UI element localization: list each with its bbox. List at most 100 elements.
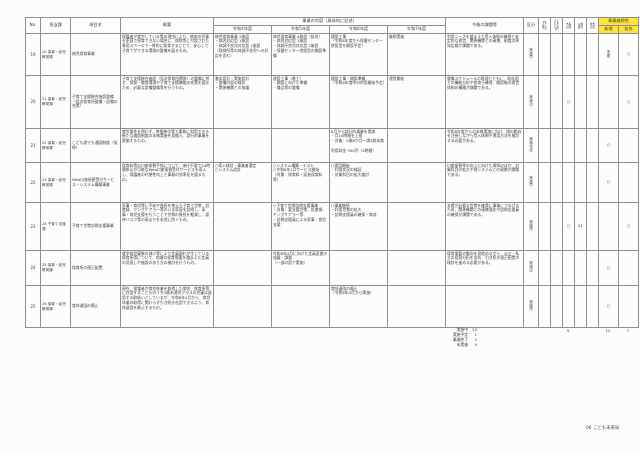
cell-mark-expand: ○ (618, 202, 640, 251)
cell-year-r4: ○導入検討・事業者選定 ○システム設計 (213, 162, 272, 203)
cell-mark-r5-done (538, 33, 552, 76)
cell-mark-new (598, 75, 620, 129)
cell-mark-mayor-pledge: ○ (562, 75, 576, 129)
cell-no: 25 (25, 285, 41, 328)
cell-mark-pledge-number (574, 162, 588, 203)
col-header-year-r7: 令和7年度 (386, 25, 447, 34)
cell-department: 22 保育・幼児教育課 (40, 128, 71, 163)
cell-no: 19 (25, 33, 41, 76)
cell-project-name: 保育所の適正配置 (70, 250, 121, 286)
summary-row: 事業終了 2 (446, 336, 477, 343)
cell-mark-mayor-pledge (562, 33, 576, 76)
cell-mark-expand (618, 250, 640, 286)
cell-mark-sogo-keikaku (586, 33, 600, 76)
cell-department: 25 保育・幼児教育課 (40, 250, 71, 286)
cell-mark-new: ○ (598, 128, 620, 163)
total-expand: 7 (626, 328, 630, 333)
cell-mark-new: ○ (598, 250, 620, 286)
cell-year-r6: ○運用開始 ・利用状況の検証 ・対象科目の拡大検討 (329, 162, 388, 203)
table-row: 23 24 子育て支援課 子育て世帯訪問支援事業 家事・育児等に不安や負担を抱えた子育… (25, 202, 640, 251)
table-row: 24 25 保育・幼児教育課 保育所の適正配置 就学前児童数の減少等により定員割れが生… (25, 250, 640, 286)
cell-year-r6: ○事業継続 ・利用世帯の拡大 ・訪問支援員の確保・育成 (329, 202, 388, 251)
col-header-year-r5: 令和5年度 (271, 25, 330, 34)
cell-mark-kodomo-mannaka (550, 202, 564, 251)
summary-row: 未実施 0 (446, 341, 477, 348)
cell-year-r4 (213, 128, 272, 163)
cell-year-r7 (386, 250, 447, 286)
cell-summary: 保育料等の口座振替手続について、来庁不要で24時間申込が可能なWeb口座振替受付… (120, 162, 214, 203)
cell-year-r5: ○システム構築・テスト ○令和6年1月サービス開始 （対象：保育料・延長保育料 … (271, 162, 330, 203)
col-header-department: 担当課 (40, 17, 71, 34)
total-mayor-pledge: 9 (566, 328, 570, 333)
cell-year-r6 (329, 250, 388, 286)
cell-year-r4 (213, 250, 272, 286)
cell-mark-expand: ○ (618, 33, 640, 76)
cell-project-name: 子育て支援総合施設整備（見次保育所整備・設備の充実） (70, 75, 121, 129)
col-header-content-group: 事業の内容（具体的に記述） (212, 17, 447, 26)
col-header-year-r6: 令和6年度 (329, 25, 388, 34)
summary-row: 実施予定 1 (446, 332, 477, 338)
cell-year-r4 (213, 202, 272, 251)
cell-year-r7: 継続実施 (386, 33, 447, 76)
col-header-r5-complete: R5 完了 予定 (538, 17, 552, 34)
cell-mark-r5-done (538, 162, 552, 203)
cell-year-r4: 病児保育事業 2施設 ・病児対応型 1施設 ・体調不良児対応型 1施設 （保育所… (213, 33, 272, 76)
total-new: 12 (605, 328, 611, 333)
cell-summary: 就労要件を問わず、時間単位等で柔軟に利用できる新たな通園制度の本格実施を見据え、… (120, 128, 214, 163)
cell-year-r6: 6月から試行的事業を実施 ・月10時間を上限 ・対象：0歳6か月〜満3歳未満 利… (329, 128, 388, 163)
table-body: 19 20 保育・幼児教育課 病児保育事業 保護者が就労している等の理由により、病気の… (25, 33, 640, 328)
cell-mark-kodomo-mannaka (550, 250, 564, 286)
col-header-expand: 拡充 (618, 25, 640, 34)
cell-no: 23 (25, 202, 41, 251)
col-header-year-r4: 令和4年度 (213, 25, 272, 34)
cell-year-r5: ○子育て世帯訪問支援事業 ・対象：要支援世帯、妊産婦、ヤングケアラー等 ・訪問支… (271, 202, 330, 251)
cell-mark-new (598, 202, 620, 251)
cell-mark-mayor-pledge (562, 285, 576, 328)
cell-mark-r5-done (538, 202, 552, 251)
cell-mark-sogo-keikaku (586, 75, 600, 129)
table-row: 21 22 保育・幼児教育課 こども誰でも通園制度（仮称） 就労要件を問わず、時間単位… (25, 128, 640, 163)
summary-label: 未実施 (456, 341, 468, 347)
cell-mark-expand (618, 285, 640, 328)
cell-year-r5: 病児保育事業 4施設（拡充） ・病児対応型 2施設 ・体調不良児対応型 2施設 … (271, 33, 330, 76)
cell-mark-mayor-pledge: ○ (562, 202, 576, 251)
projects-table: No. 担当課 項目名 概要 事業の内容（具体的に記述） 今後の課題等 区分 R… (25, 17, 640, 328)
summary-row: 実施中 20 (446, 327, 477, 333)
cell-year-r7: 運営開始 (386, 75, 447, 129)
cell-project-name: 病児保育事業 (70, 33, 121, 76)
cell-project-name: 育休退園の廃止 (70, 285, 121, 328)
col-header-sogo-keikaku: 総合 計画 (586, 17, 600, 34)
cell-no: 20 (25, 75, 41, 129)
cell-year-r7 (386, 202, 447, 251)
cell-mark-pledge-number (574, 33, 588, 76)
cell-mark-expand (618, 162, 640, 203)
cell-mark-pledge-number (574, 128, 588, 163)
cell-mark-mayor-pledge (562, 250, 576, 286)
cell-issues: 令和8年度からの本格実施に向け、国の動向を注視しながら受入体制や運用方法を検討す… (445, 128, 525, 163)
cell-mark-kodomo-mannaka (550, 33, 564, 76)
cell-mark-r5-done (538, 285, 552, 328)
summary-label: 事業終了 (452, 336, 468, 342)
cell-mark-r5-done (538, 128, 552, 163)
cell-year-r6: 育休退園の廃止 （令和6年4月から実施） (329, 285, 388, 328)
cell-mark-sogo-keikaku (586, 250, 600, 286)
cell-mark-mayor-pledge (562, 128, 576, 163)
cell-status: 実 施 予 定 (523, 128, 540, 163)
cell-mark-kodomo-mannaka (550, 162, 564, 203)
cell-mark-new: ○ (598, 162, 620, 203)
col-header-new: 新規 (598, 25, 620, 34)
cell-no: 21 (25, 128, 41, 163)
cell-year-r5: 建設工事（着工） ・開設に向けた準備 ・備品等の整備 (271, 75, 330, 129)
table-header: No. 担当課 項目名 概要 事業の内容（具体的に記述） 今後の課題等 区分 R… (25, 17, 640, 34)
cell-year-r5: 令和6年4月に向けた定員変更の協議・調整 （一部の園で実施） (271, 250, 330, 286)
cell-year-r6: 建設工事 （令和6年度から保健センター併設型を開設予定） (329, 33, 388, 76)
cell-mark-pledge-number (574, 250, 588, 286)
cell-status: 実 施 中 (523, 33, 540, 76)
cell-issues (445, 285, 525, 328)
cell-summary: 保護者が就労している等の理由により、病気の児童を家庭で保育できない場合に、病院等… (120, 33, 214, 76)
cell-summary: 子育て支援総合施設（見次保育所関係）の整備に併せ、保育・教育環境や子育て支援機能… (120, 75, 214, 129)
col-header-category: 区分 (523, 17, 540, 34)
summary-value: 2 (474, 336, 477, 342)
summary-value: 0 (474, 341, 477, 347)
